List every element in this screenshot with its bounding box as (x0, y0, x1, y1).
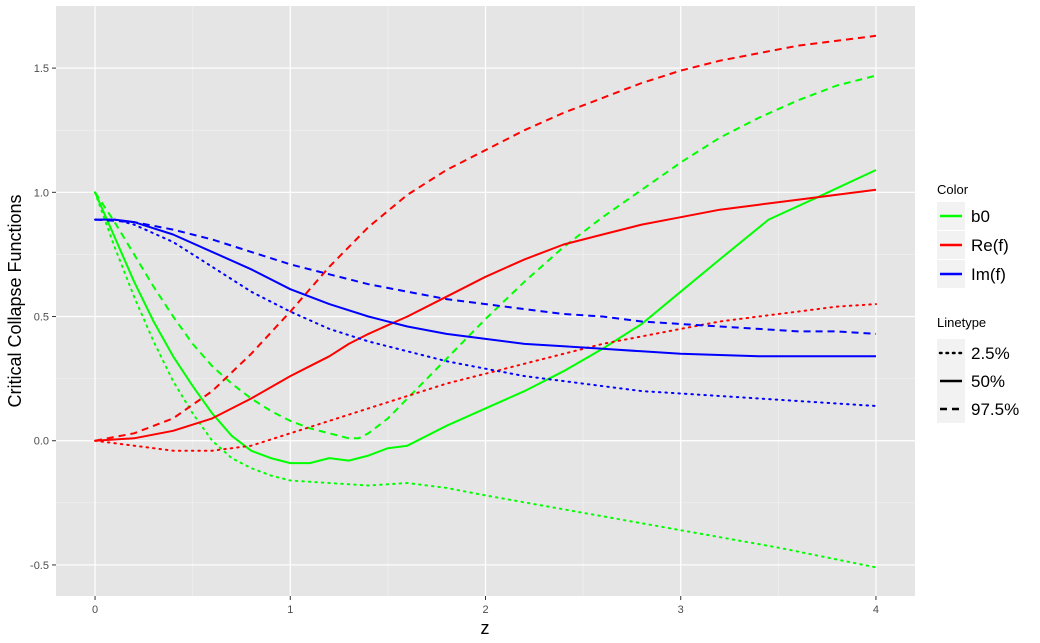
series-line (95, 218, 876, 358)
y-tick-label: 0.5 (34, 312, 49, 324)
series-lines (94, 34, 877, 569)
x-tick-label: 3 (678, 604, 684, 616)
series-line (94, 218, 877, 335)
legend-linetype-title: Linetype (937, 315, 986, 330)
y-tick-label: 0.0 (34, 436, 49, 448)
y-axis-title: Critical Collapse Functions (5, 194, 25, 407)
legend-label-color: Im(f) (971, 265, 1006, 284)
y-tick-label: -0.5 (30, 560, 49, 572)
x-tick-label: 2 (482, 604, 488, 616)
legend-color-title: Color (937, 182, 969, 197)
x-tick-label: 0 (92, 604, 98, 616)
series-line (94, 188, 877, 442)
legend-label-linetype: 50% (971, 372, 1005, 391)
series-line (94, 218, 877, 407)
x-axis-title: z (481, 618, 490, 638)
legend-label-color: Re(f) (971, 236, 1009, 255)
series-line (94, 34, 877, 442)
legend-label-linetype: 2.5% (971, 344, 1010, 363)
legend-label-color: b0 (971, 207, 990, 226)
y-tick-label: 1.5 (34, 63, 49, 75)
x-tick-label: 1 (287, 604, 293, 616)
series-line (94, 74, 877, 440)
series-line (94, 169, 877, 465)
axes: 0 1 2 3 4 -0.5 0.0 0.5 1.0 1.5 (30, 63, 879, 616)
x-tick-label: 4 (873, 604, 879, 616)
y-tick-label: 1.0 (34, 187, 49, 199)
series-line (94, 303, 877, 452)
series-line (94, 191, 877, 569)
legend-label-linetype: 97.5% (971, 400, 1019, 419)
